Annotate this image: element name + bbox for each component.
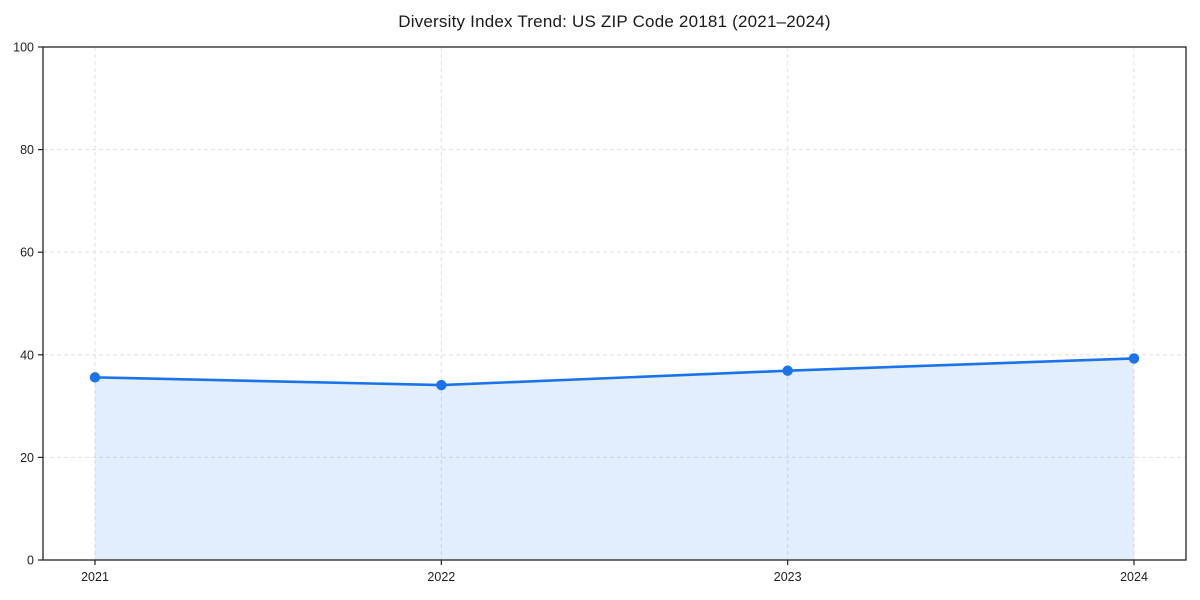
y-tick-label: 20 [20,451,34,465]
data-point-marker [436,379,447,391]
x-tick-label: 2023 [774,570,802,584]
chart-title: Diversity Index Trend: US ZIP Code 20181… [398,12,831,31]
y-tick-label: 100 [13,41,34,55]
trend-area [95,358,1134,560]
y-tick-label: 80 [20,143,34,157]
trend-line [93,357,1136,387]
data-point-marker [89,372,101,383]
y-tick-label: 40 [20,348,34,362]
data-point-marker [1128,353,1140,364]
x-tick-label: 2021 [81,570,109,584]
plot-border [42,46,1187,561]
data-point-marker [782,365,793,376]
x-tick-label: 2022 [427,570,455,584]
y-tick-label: 60 [20,246,34,260]
x-tick-label: 2024 [1120,570,1148,584]
y-tick-label: 0 [27,554,34,568]
